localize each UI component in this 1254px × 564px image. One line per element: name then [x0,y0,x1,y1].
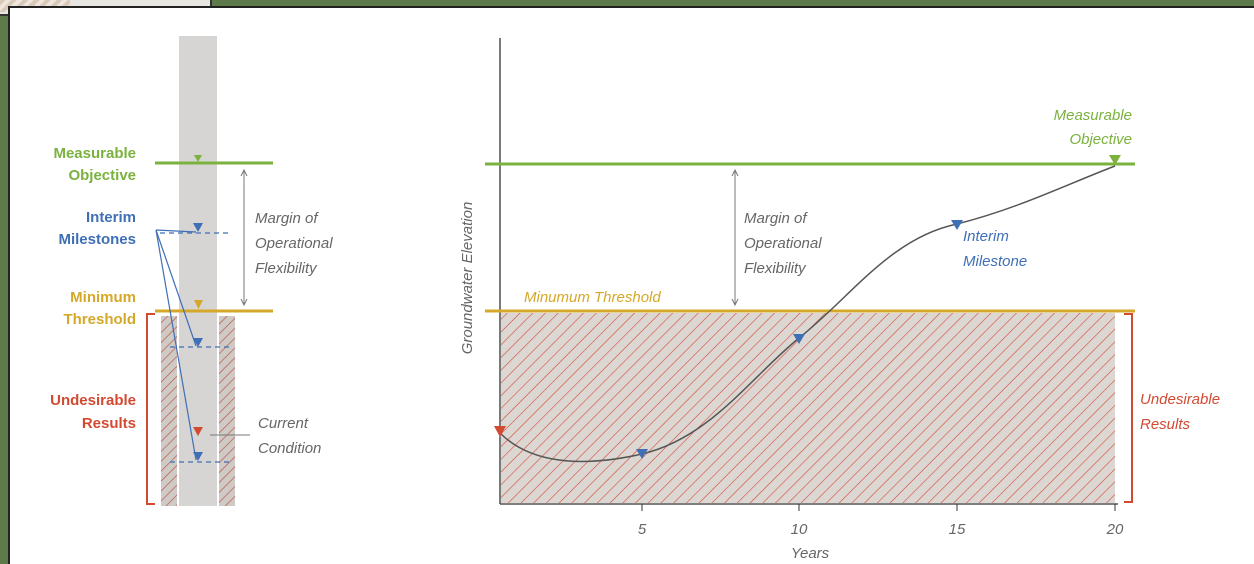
x-tick-label-15: 15 [949,521,966,538]
x-axis-label: Years [791,545,830,562]
margin-arrowhead-bottom-left [240,298,248,307]
left-label-milestones-1: Interim [86,209,136,226]
right-margin-label-2: Operational [744,235,822,252]
milestone-marker-2 [193,338,203,347]
milestone-leader-2 [155,229,197,347]
current-condition-marker-right [494,426,506,437]
right-margin-label-3: Flexibility [744,260,807,277]
left-label-undesirable-2: Results [82,415,136,432]
groundwater-chart [485,38,1135,511]
objective-marker-left [194,155,202,162]
current-condition-marker [193,427,203,436]
current-condition-label-2: Condition [258,440,321,457]
x-tick-label-20: 20 [1106,521,1124,538]
well-wall-right [219,316,235,506]
milestone-marker-year-5 [636,449,648,459]
groundwater-diagram: Measurable Objective Interim Milestones … [50,36,1220,562]
objective-marker-year-20 [1109,155,1121,165]
undesirable-zone [501,313,1115,503]
current-condition-label-1: Current [258,415,309,432]
margin-arrowhead-top-right [731,168,739,177]
right-label-objective-2: Objective [1069,131,1132,148]
right-label-milestone-2: Milestone [963,253,1027,270]
left-margin-label-1: Margin of [255,210,319,227]
milestone-marker-year-15 [951,220,963,230]
milestone-marker-year-10 [793,334,805,344]
undesirable-bracket-left [146,313,155,505]
margin-arrowhead-bottom-right [731,298,739,307]
x-tick-label-5: 5 [638,521,647,538]
well-wall-left [161,316,177,506]
left-label-objective-1: Measurable [53,145,136,162]
left-label-undesirable-1: Undesirable [50,392,136,409]
left-margin-label-3: Flexibility [255,260,318,277]
right-label-undesirable-1: Undesirable [1140,391,1220,408]
right-label-threshold: Minumum Threshold [524,289,661,306]
margin-arrowhead-top-left [240,168,248,177]
right-label-milestone-1: Interim [963,228,1009,245]
left-label-milestones-2: Milestones [58,231,136,248]
left-label-threshold-2: Threshold [63,311,136,328]
right-label-objective-1: Measurable [1054,107,1132,124]
right-margin-label-1: Margin of [744,210,808,227]
milestone-marker-1 [193,223,203,232]
y-axis-label: Groundwater Elevation [459,202,476,355]
x-tick-label-10: 10 [791,521,808,538]
milestone-leader-3 [155,229,197,461]
undesirable-bracket-right [1124,313,1133,503]
well-diagram [146,36,273,506]
diagram-panel: Measurable Objective Interim Milestones … [8,6,1254,564]
left-margin-label-2: Operational [255,235,333,252]
milestone-leader-1 [155,229,197,233]
right-label-undesirable-2: Results [1140,416,1191,433]
left-label-threshold-1: Minimum [70,289,136,306]
threshold-marker-left [194,300,203,309]
left-label-objective-2: Objective [68,167,136,184]
